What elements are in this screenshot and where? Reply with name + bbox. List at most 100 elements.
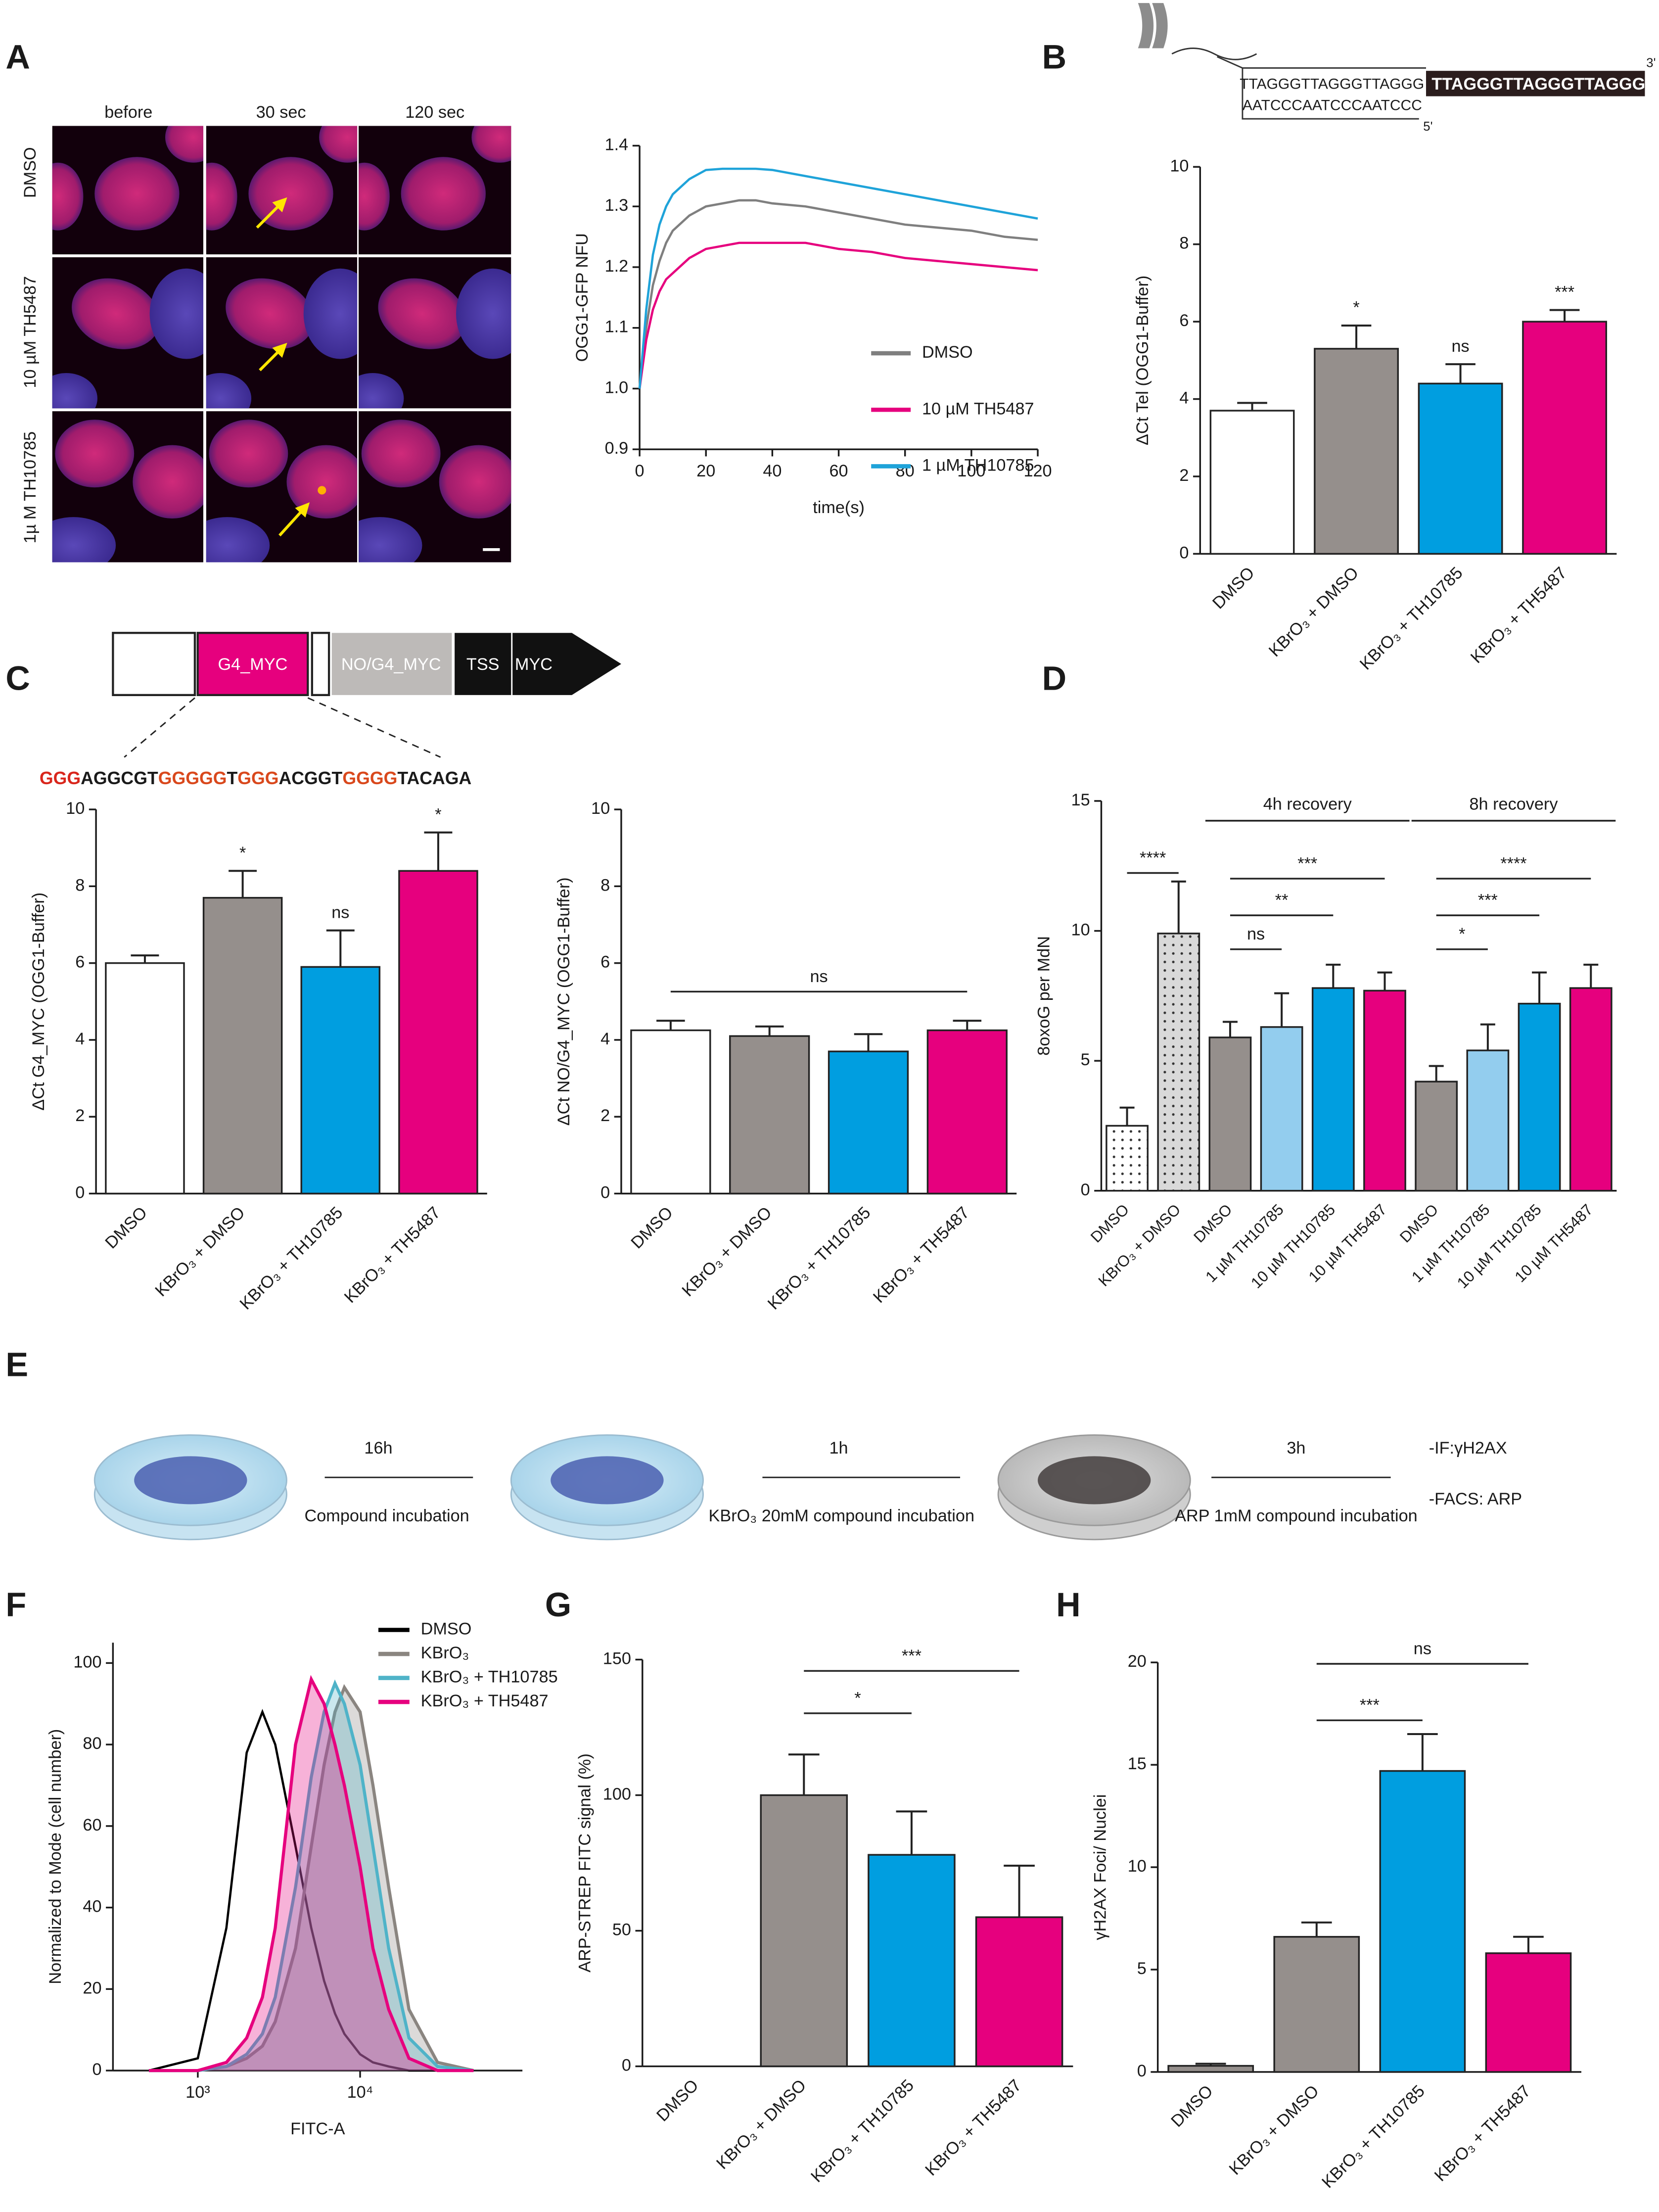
error-bar <box>1341 324 1372 349</box>
region-box <box>311 632 330 696</box>
x-tick-label: DMSO <box>653 2076 702 2125</box>
y-tick-label: 2 <box>75 1106 85 1125</box>
x-axis-title: FITC-A <box>290 2119 345 2138</box>
y-tick-label: 2 <box>1179 466 1189 485</box>
bracket-label: *** <box>1360 1696 1380 1715</box>
bracket-label: ns <box>1247 925 1265 943</box>
dish <box>510 1434 704 1541</box>
cell-image <box>206 126 358 255</box>
bracket-label: *** <box>1297 854 1317 873</box>
error-bar <box>1326 963 1341 988</box>
cell-image <box>52 126 204 255</box>
legend-label: DMSO <box>421 1620 472 1639</box>
end-label: 3' <box>1646 56 1656 70</box>
cell-image <box>359 411 511 563</box>
workflow: 16h Compound incubation 1h KBrO₃ 20mM co… <box>93 1434 1522 1541</box>
error-bar <box>1195 2063 1226 2066</box>
y-tick-label: 20 <box>1128 1652 1147 1671</box>
chart: 0 5 10 15 20 γH2AX Foci/ Nuclei DMSO KBrO₃ + DM… <box>1091 1640 1582 2192</box>
row-label: 1µ M TH10785 <box>21 431 40 544</box>
x-tick-label: DMSO <box>1209 564 1258 613</box>
y-tick-label: 10 <box>1071 921 1090 940</box>
x-tick-label: KBrO₃ + TH5487 <box>1431 2081 1534 2185</box>
seq-part: AGGCGT <box>81 769 158 789</box>
y-tick-label: 6 <box>1179 311 1189 330</box>
x-tick-label: KBrO₃ + DMSO <box>151 1203 248 1300</box>
row-label: DMSO <box>21 147 40 198</box>
y-tick-label: 4 <box>1179 389 1189 408</box>
bar <box>1522 321 1608 555</box>
chart: 0 20 40 60 80 100 Normalized to Mode (cell num… <box>46 1620 557 2138</box>
region-box <box>112 632 196 696</box>
legend-label: 1 µM TH10785 <box>922 456 1034 474</box>
x-axis-title: time(s) <box>813 498 865 517</box>
bar <box>868 1854 956 2068</box>
error-bar <box>1407 1733 1438 1771</box>
error-bar <box>131 954 159 963</box>
seq-part: GGGG <box>342 769 397 789</box>
error-bar <box>1532 971 1547 1004</box>
x-tick-label: KBrO₃ + DMSO <box>679 1203 776 1300</box>
column-label: before <box>104 103 152 122</box>
seq-part: GGGGG <box>158 769 227 789</box>
error-bar <box>896 1810 927 1855</box>
x-tick-label: 20 <box>696 462 715 480</box>
y-tick-label: 0.9 <box>605 439 629 458</box>
region-label: NO/G4_MYC <box>341 655 441 674</box>
y-tick-label: 15 <box>1071 791 1090 809</box>
error-bar <box>1301 1921 1332 1937</box>
seq-part: GGG <box>40 769 81 789</box>
significance-label: *** <box>1555 282 1574 301</box>
legend-label: KBrO₃ + TH5487 <box>421 1692 549 1710</box>
chart: 0 2 4 6 8 10 ΔCt Tel (OGG1-Buffer) DMSO * KBrO₃ +… <box>1133 156 1617 674</box>
significance-label: * <box>1353 298 1359 317</box>
region-label: G4_MYC <box>218 655 288 674</box>
bar <box>1167 2065 1254 2073</box>
error-bar <box>1429 1065 1444 1082</box>
bar <box>398 870 478 1195</box>
bar <box>1311 987 1355 1192</box>
y-tick-label: 15 <box>1128 1754 1147 1773</box>
series-line <box>638 241 1038 389</box>
bar <box>1518 1002 1561 1192</box>
y-tick-label: 5 <box>1081 1050 1090 1069</box>
group-label: 8h recovery <box>1470 795 1559 814</box>
microscopy-grid: before 30 sec 120 sec DMSO 10 µM TH5487 … <box>21 103 511 563</box>
series-line <box>148 1708 474 2072</box>
y-tick-label: 1.4 <box>605 136 629 154</box>
bracket-label: ns <box>1414 1640 1431 1658</box>
x-tick-label: 40 <box>763 462 782 480</box>
x-tick-label: KBrO₃ + TH5487 <box>341 1203 444 1307</box>
readout: -IF:γH2AX <box>1429 1439 1507 1458</box>
zoom-line <box>124 697 195 758</box>
legend-label: DMSO <box>922 343 973 362</box>
region-box <box>455 633 511 695</box>
error-bar <box>1004 1864 1035 1918</box>
significance-label: ns <box>331 903 349 922</box>
panel-label: B <box>1042 38 1066 76</box>
y-tick-label: 100 <box>73 1652 101 1671</box>
step-label: ARP 1mM compound incubation <box>1175 1506 1418 1525</box>
x-tick-label: KBrO₃ + TH5487 <box>922 2076 1025 2179</box>
series-line <box>638 167 1038 389</box>
significance-label: ns <box>1451 337 1469 356</box>
bar <box>828 1050 909 1195</box>
error-bar <box>656 1020 685 1031</box>
chart: 0 2 4 6 8 10 ΔCt G4_MYC (OGG1-Buffer) DMSO * KBrO… <box>29 799 487 1314</box>
column-label: 120 sec <box>405 103 464 122</box>
readout: -FACS: ARP <box>1429 1490 1522 1508</box>
y-tick-label: 0 <box>622 2056 631 2075</box>
bar <box>1569 987 1613 1192</box>
x-tick-label: DMSO <box>1087 1201 1132 1246</box>
bar <box>1208 1036 1252 1192</box>
step-time: 3h <box>1287 1439 1305 1458</box>
series-line <box>149 1684 474 2072</box>
bracket-label: * <box>854 1689 861 1707</box>
y-tick-label: 10 <box>1128 1857 1147 1876</box>
legend-label: 10 µM TH5487 <box>922 399 1034 418</box>
y-tick-label: 6 <box>75 953 85 972</box>
error-bar <box>1119 1106 1135 1126</box>
